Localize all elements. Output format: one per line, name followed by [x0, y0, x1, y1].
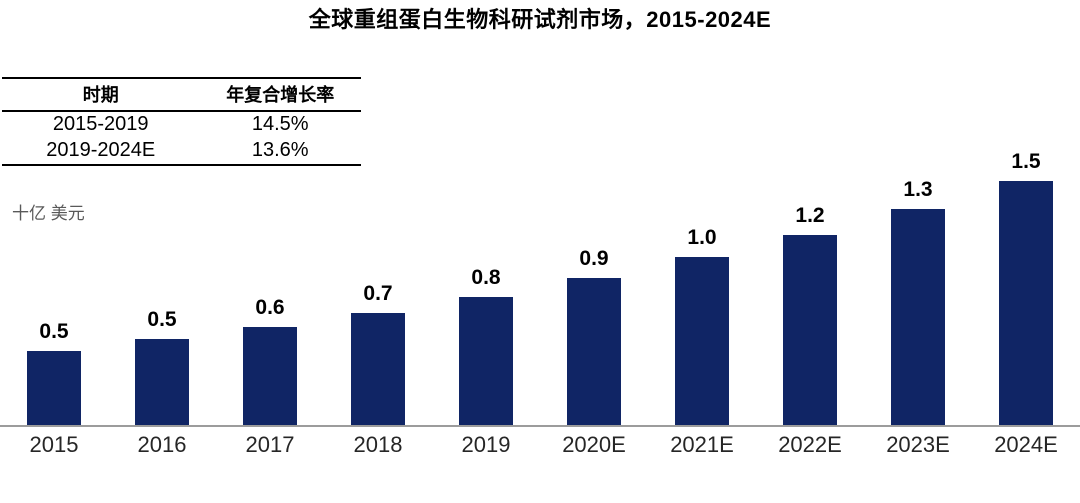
bar-value-label: 0.9 [579, 247, 609, 270]
cagr-rate-cell: 14.5% [251, 113, 309, 135]
cagr-table-row: 2015-2019 14.5% [2, 111, 361, 138]
bar-2023E [891, 209, 945, 426]
x-axis-line [0, 425, 1080, 427]
x-axis-tick-row: 2015 2016 2017 2018 2019 2020E 2021E 2022E 2023E… [0, 433, 1080, 457]
cagr-period-cell: 2019-2024E [46, 139, 156, 161]
bar-column-2023E: 1.3 [864, 0, 972, 426]
bar-column-2021E: 1.0 [648, 0, 756, 426]
x-axis-tick-label: 2023E [886, 432, 950, 457]
x-axis-tick-label: 2015 [29, 432, 79, 457]
bar-2021E [675, 257, 729, 426]
bar-2017 [243, 327, 297, 426]
bar-column-2020E: 0.9 [540, 0, 648, 426]
cagr-header-period: 时期 [82, 85, 119, 105]
bar-value-label: 1.0 [687, 226, 717, 249]
x-axis-tick-label: 2019 [461, 432, 511, 457]
x-axis-tick-label: 2018 [353, 432, 403, 457]
bar-value-label: 0.5 [147, 308, 177, 331]
bar-column-2019: 0.8 [432, 0, 540, 426]
cagr-table-row: 2019-2024E 13.6% [2, 138, 361, 165]
bar-2020E [567, 278, 621, 426]
bar-value-label: 0.6 [255, 296, 285, 319]
cagr-rate-cell: 13.6% [251, 139, 309, 161]
bar-column-2016: 0.5 [108, 0, 216, 426]
bar-2015 [27, 351, 81, 426]
bar-column-2018: 0.7 [324, 0, 432, 426]
x-axis-tick-label: 2017 [245, 432, 295, 457]
cagr-header-row: 时期 年复合增长率 [2, 78, 361, 111]
bar-column-2024E: 1.5 [972, 0, 1080, 426]
x-axis-tick-label: 2021E [670, 432, 734, 457]
bar-2024E [999, 181, 1053, 426]
bar-2016 [135, 339, 189, 426]
x-axis-tick-label: 2022E [778, 432, 842, 457]
x-axis-tick-label: 2024E [994, 432, 1058, 457]
bars-container: 0.5 0.5 0.6 0.7 0.8 0.9 1.0 1.2 1.3 1.5 [0, 0, 1080, 426]
x-axis-tick-label: 2020E [562, 432, 626, 457]
y-axis-unit-label: 十亿 美元 [12, 204, 85, 223]
bar-value-label: 0.7 [363, 282, 393, 305]
bar-column-2015: 0.5 [0, 0, 108, 426]
bar-value-label: 1.2 [795, 204, 825, 227]
cagr-table: 时期 年复合增长率 2015-2019 14.5% 2019-2024E 13.6% [2, 77, 361, 166]
cagr-header-rate: 年复合增长率 [226, 85, 335, 105]
bar-value-label: 1.3 [903, 178, 933, 201]
bar-value-label: 1.5 [1011, 150, 1041, 173]
cagr-period-cell: 2015-2019 [52, 113, 149, 135]
bar-2019 [459, 297, 513, 426]
x-axis-tick-label: 2016 [137, 432, 187, 457]
bar-column-2022E: 1.2 [756, 0, 864, 426]
cagr-table-body: 2015-2019 14.5% 2019-2024E 13.6% [2, 111, 361, 165]
bar-2018 [351, 313, 405, 426]
bar-value-label: 0.5 [39, 320, 69, 343]
cagr-table-header: 时期 年复合增长率 [2, 78, 361, 111]
bar-value-label: 0.8 [471, 266, 501, 289]
chart-title: 全球重组蛋白生物科研试剂市场，2015-2024E [308, 7, 772, 32]
bar-column-2017: 0.6 [216, 0, 324, 426]
bar-2022E [783, 235, 837, 426]
